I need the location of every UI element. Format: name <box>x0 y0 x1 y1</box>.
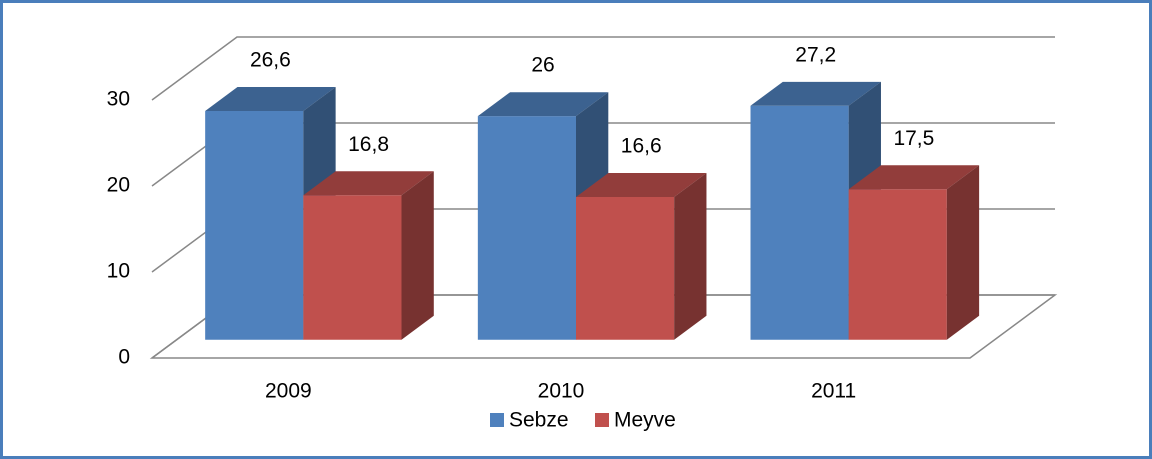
bar-front <box>750 105 849 340</box>
bar-top <box>576 173 707 197</box>
value-label: 26,6 <box>250 49 291 72</box>
bar-front <box>848 189 947 340</box>
bar-front <box>205 110 304 340</box>
grid-line <box>151 36 1055 101</box>
bar-front <box>303 195 402 340</box>
bar-top <box>303 171 434 196</box>
legend-label: Sebze <box>509 409 569 432</box>
x-tick-label: 2011 <box>811 380 856 403</box>
bar-front <box>576 196 675 340</box>
value-label: 17,5 <box>893 127 934 150</box>
bar-top <box>750 81 881 106</box>
bar-top <box>848 165 980 190</box>
value-label: 16,6 <box>621 135 662 158</box>
bar-top <box>477 92 609 117</box>
value-label: 26 <box>531 54 554 77</box>
bar-side <box>674 173 707 340</box>
legend-swatch <box>490 413 504 427</box>
y-tick-label: 10 <box>107 260 130 283</box>
y-tick-label: 0 <box>118 346 130 369</box>
bar-top <box>205 87 336 111</box>
value-label: 16,8 <box>348 133 389 156</box>
x-tick-label: 2009 <box>265 380 312 403</box>
legend-swatch <box>595 413 609 427</box>
bar-front <box>477 116 576 340</box>
y-tick-label: 20 <box>107 174 130 197</box>
y-tick-label: 30 <box>107 88 130 111</box>
bar-side <box>946 165 980 340</box>
value-label: 27,2 <box>795 43 836 66</box>
legend-label: Meyve <box>614 409 676 432</box>
bar-side <box>401 171 434 340</box>
x-tick-label: 2010 <box>538 380 585 403</box>
